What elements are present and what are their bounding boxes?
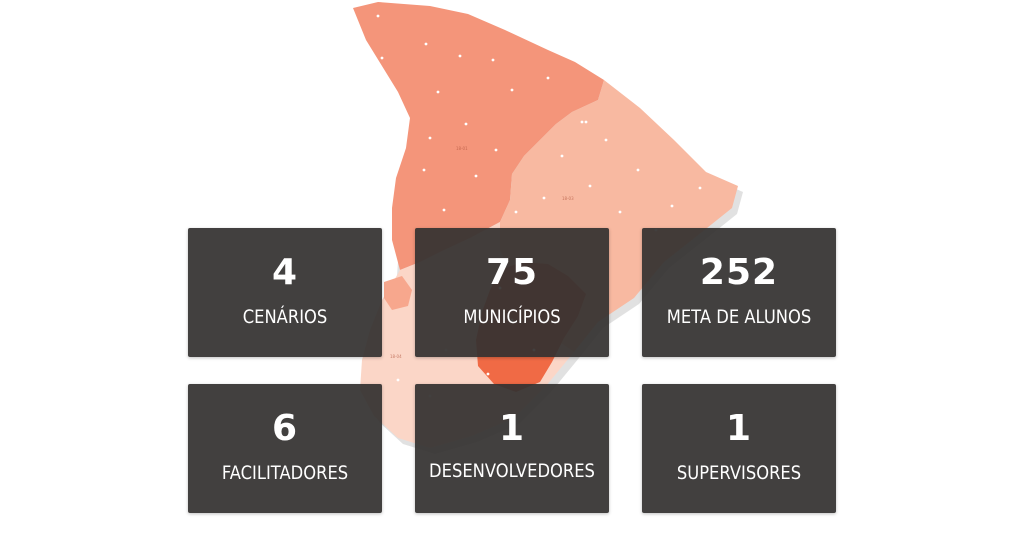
- stat-label: META DE ALUNOS: [666, 306, 812, 328]
- stat-card-facilitadores: 6 FACILITADORES: [188, 384, 382, 513]
- stat-value: 1: [725, 408, 753, 449]
- stat-value: 1: [498, 408, 526, 449]
- stat-value: 252: [699, 252, 779, 293]
- region-west-enclave[interactable]: [384, 276, 412, 310]
- region-north[interactable]: [353, 2, 604, 270]
- region-label-north: 18-01: [456, 146, 468, 151]
- stat-value: 6: [271, 408, 299, 449]
- region-label-south: 18-04: [390, 354, 402, 359]
- stat-value: 75: [485, 252, 539, 293]
- stat-label: FACILITADORES: [221, 462, 349, 484]
- stat-card-municipios: 75 MUNICÍPIOS: [415, 228, 609, 357]
- stat-value: 4: [271, 252, 299, 293]
- stat-label: SUPERVISORES: [676, 462, 802, 484]
- stat-card-supervisores: 1 SUPERVISORES: [642, 384, 836, 513]
- stat-card-desenvolvedores: 1 DESENVOLVEDORES: [415, 384, 609, 513]
- stat-label: MUNICÍPIOS: [463, 306, 561, 328]
- stat-label: DESENVOLVEDORES: [429, 460, 595, 482]
- stat-card-cenarios: 4 CENÁRIOS: [188, 228, 382, 357]
- stat-card-meta-de-alunos: 252 META DE ALUNOS: [642, 228, 836, 357]
- stat-label: CENÁRIOS: [242, 306, 328, 328]
- region-label-east: 18-03: [562, 196, 574, 201]
